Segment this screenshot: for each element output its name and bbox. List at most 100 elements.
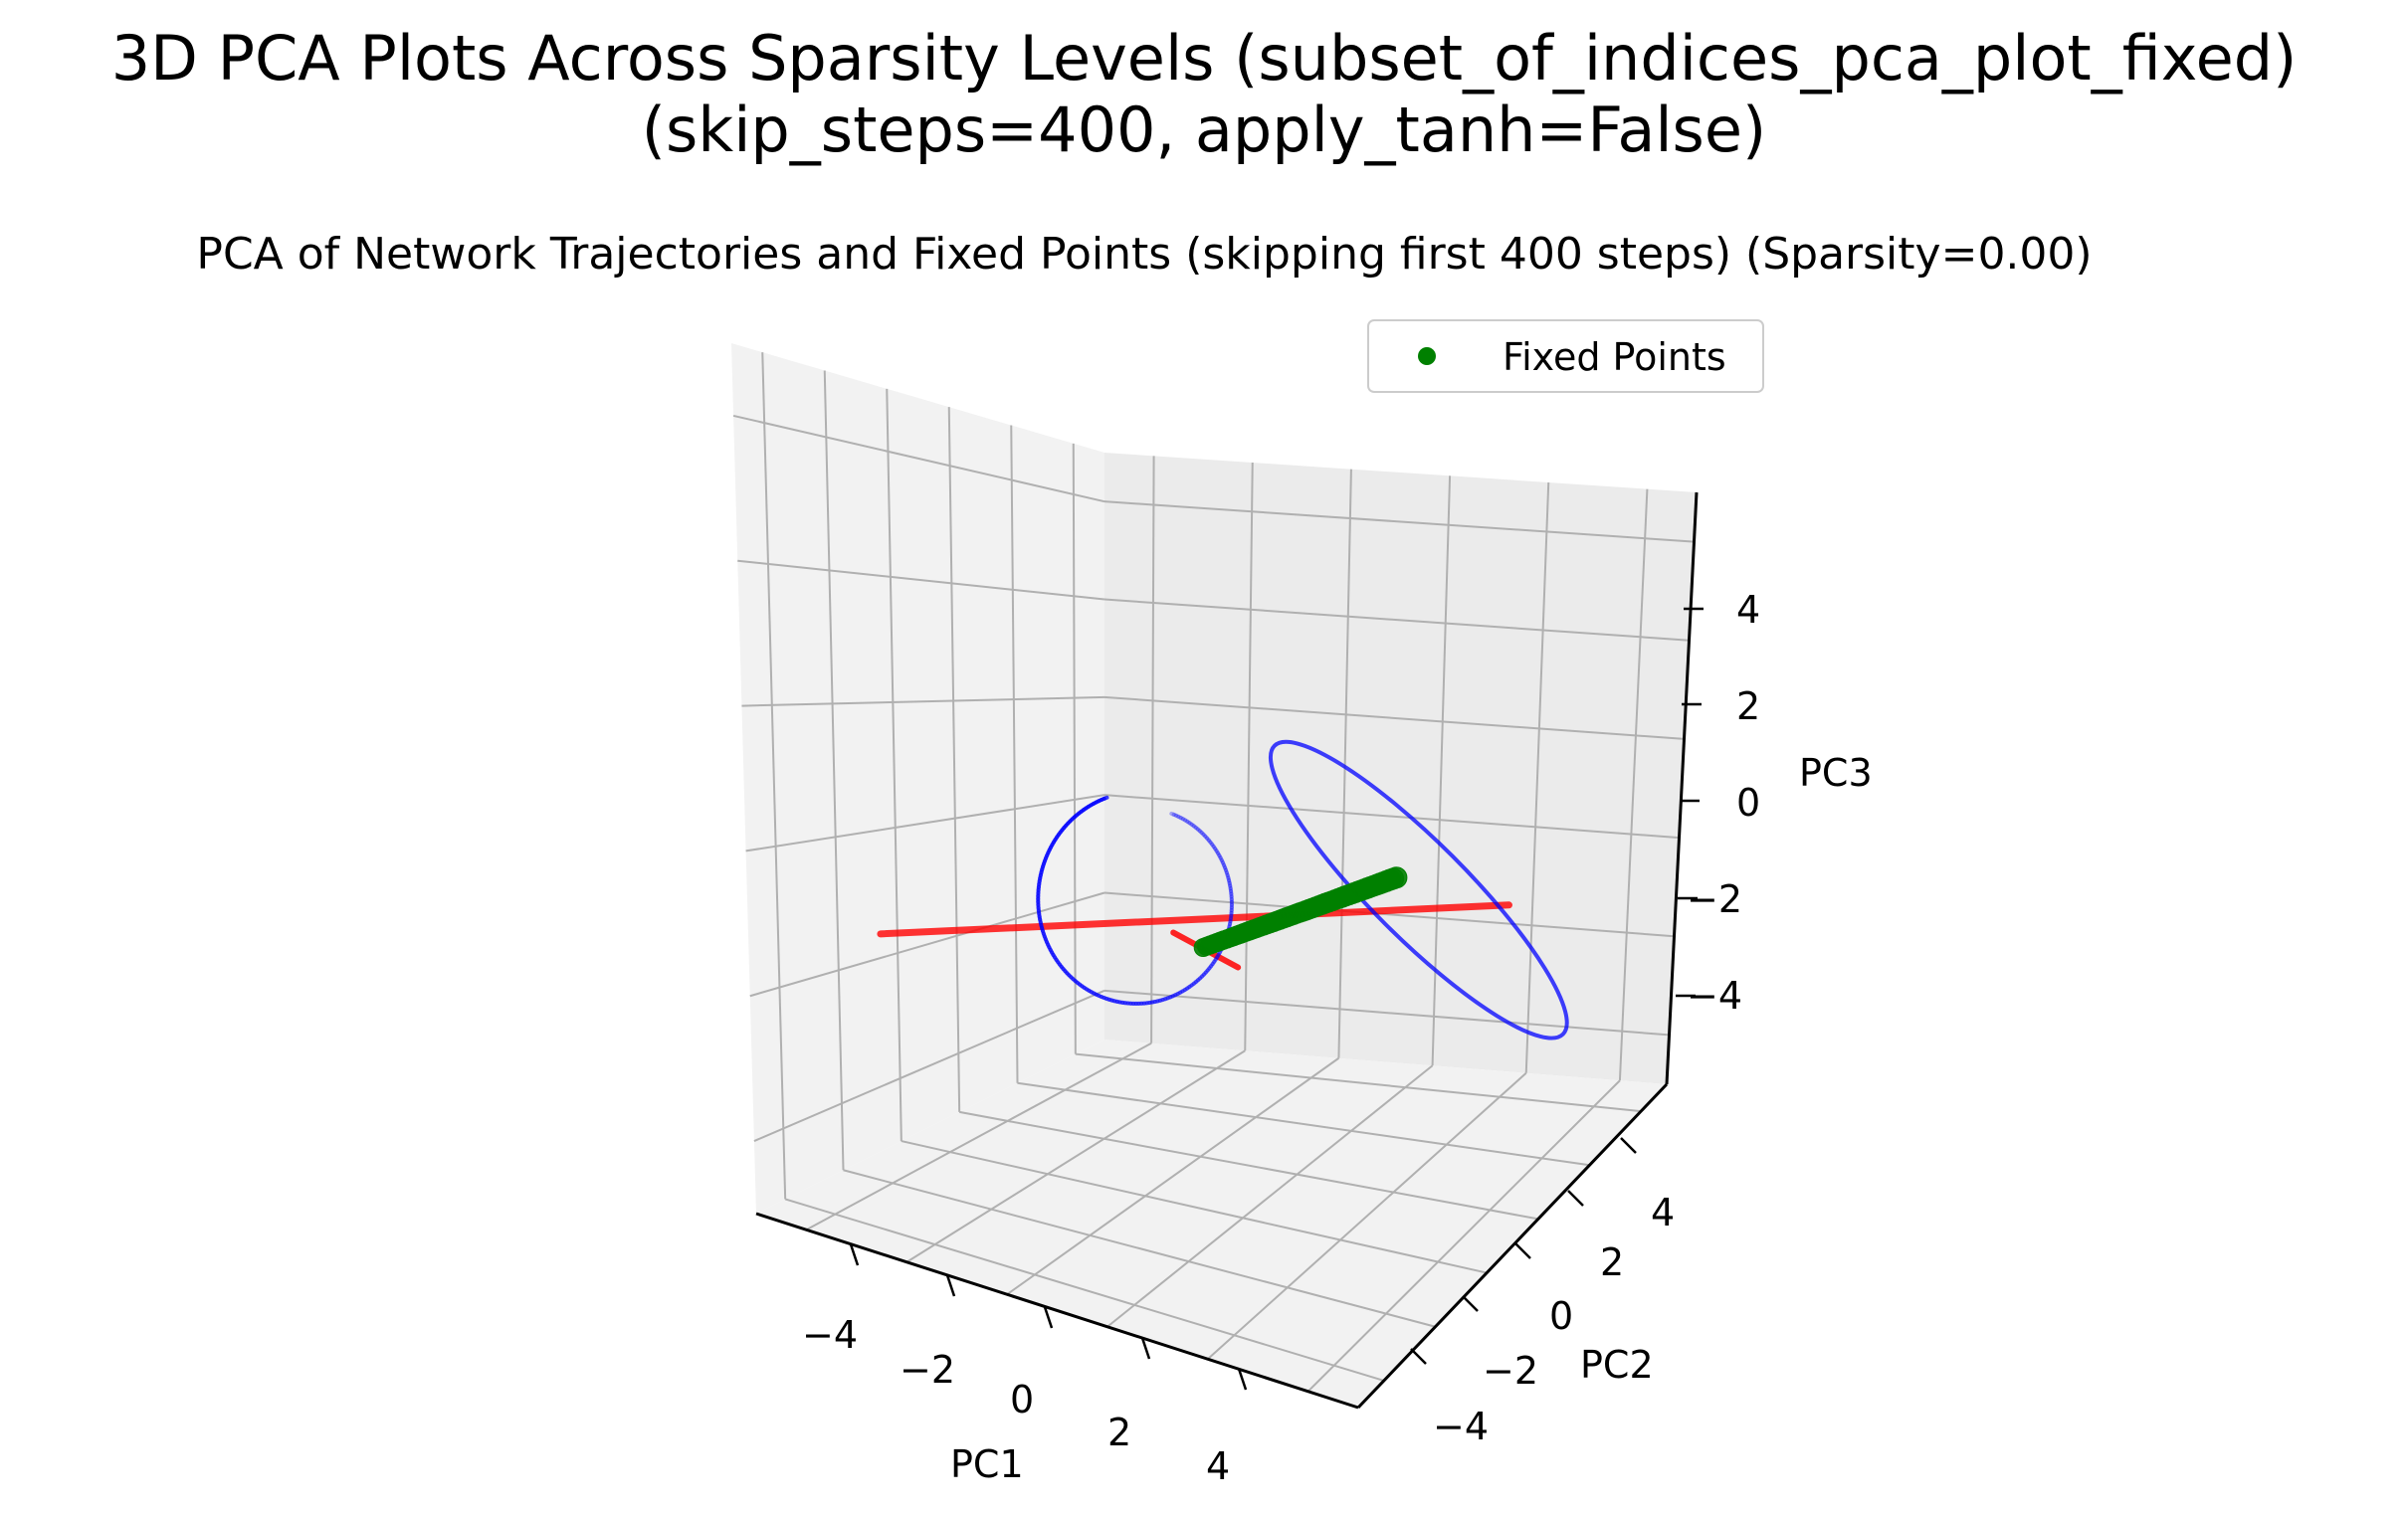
trajectory-spiral-segment <box>1224 870 1230 877</box>
trajectory-spiral-segment <box>1213 847 1219 853</box>
grid-line <box>1104 989 1670 1037</box>
pane-floor <box>756 1040 1667 1408</box>
y-tick <box>1620 1137 1637 1154</box>
trajectory-spiral-segment <box>1222 862 1228 870</box>
pane-back <box>1104 453 1697 1084</box>
trajectory-spiral-segment <box>1215 952 1221 960</box>
trajectory-spiral-segment <box>1189 981 1196 988</box>
y-ticks: −4 −2 0 2 4 <box>1410 1137 1675 1448</box>
grid-line <box>958 1110 1539 1221</box>
trajectory-spiral-segment <box>1203 834 1210 841</box>
y-tick <box>1567 1190 1584 1207</box>
grid-line <box>1075 1052 1642 1113</box>
y-tick <box>1462 1295 1479 1312</box>
grid-line <box>749 891 1105 998</box>
trajectory-spiral-segment <box>1189 822 1196 829</box>
figure-suptitle-line2: (skip_steps=400, apply_tanh=False) <box>642 94 1766 166</box>
trajectory-spiral-segment <box>1180 988 1187 994</box>
trajectory-spiral-segment <box>1173 992 1180 998</box>
trajectory-spiral-segment <box>1205 836 1211 843</box>
pane-group <box>731 343 1697 1408</box>
trajectory-spiral-segment <box>1211 844 1218 852</box>
grid-line <box>1337 469 1352 1058</box>
y-tick-label: −4 <box>1433 1405 1489 1448</box>
trajectory-spiral-segment <box>1210 959 1217 967</box>
legend-frame <box>1367 319 1764 393</box>
y-tick <box>1410 1348 1427 1365</box>
trajectory-spiral-segment <box>1209 962 1215 969</box>
grid-line <box>1104 891 1675 938</box>
trajectory-spiral-segment <box>1199 831 1206 837</box>
axes-title: PCA of Network Trajectories and Fixed Po… <box>196 229 2092 280</box>
x-tick-label: −2 <box>900 1348 955 1392</box>
trajectory-spiral-segment <box>1223 865 1228 872</box>
grid-line <box>1017 1081 1590 1167</box>
x-tick <box>1140 1337 1151 1360</box>
grid-line <box>823 370 845 1171</box>
grid-line <box>753 989 1105 1143</box>
trajectory-spiral-segment <box>1217 853 1223 860</box>
z-tick-label: −2 <box>1687 877 1742 921</box>
trajectory-spiral-segment <box>1176 814 1183 821</box>
y-axis-label: PC2 <box>1580 1343 1654 1387</box>
grid-line <box>1431 475 1452 1066</box>
trajectory-spiral-segment <box>1183 818 1190 824</box>
grid-line <box>901 1140 1488 1274</box>
trajectory-spiral-segment <box>1196 976 1203 983</box>
z-tick-label: 0 <box>1736 781 1760 825</box>
trajectory-spiral-segment <box>1193 825 1200 832</box>
trajectory-spiral-segment <box>1178 989 1185 995</box>
grid-line <box>1106 1064 1434 1328</box>
legend: Fixed Points <box>1367 319 1764 393</box>
trajectory-spiral-segment <box>1214 849 1221 855</box>
trajectory-spiral-segment <box>1180 817 1188 823</box>
grid-line <box>805 1042 1152 1231</box>
trajectory-spiral-segment <box>1200 972 1206 979</box>
x-tick <box>945 1274 956 1297</box>
grid-line <box>1524 481 1550 1073</box>
x-tick <box>849 1243 860 1266</box>
figure-suptitle-line1: 3D PCA Plots Across Sparsity Levels (sub… <box>111 22 2298 95</box>
grid-line <box>1006 1056 1339 1296</box>
pane-left <box>731 343 1104 1214</box>
trajectory-spiral-segment <box>1207 964 1214 971</box>
y-axis-line <box>1356 1082 1669 1410</box>
trajectory-spiral-segment <box>1227 878 1232 885</box>
y-tick-label: 0 <box>1549 1294 1573 1338</box>
x-tick-label: 0 <box>1010 1378 1034 1421</box>
unstable-direction-line <box>877 901 1512 938</box>
grid-line <box>761 352 787 1200</box>
grid-line <box>1244 462 1254 1051</box>
trajectory-spiral-segment <box>1216 950 1222 957</box>
y-tick-label: 4 <box>1651 1191 1675 1234</box>
legend-label-fixed-points: Fixed Points <box>1503 335 1726 379</box>
trajectory-spiral-segment <box>1219 857 1225 865</box>
z-tick-label: 2 <box>1736 684 1760 728</box>
z-tick-label: −4 <box>1687 974 1742 1018</box>
grid-line <box>737 559 1105 601</box>
trajectory-spiral-segment <box>1210 842 1216 849</box>
z-axis-label: PC3 <box>1799 751 1873 795</box>
trajectory-spiral-segment <box>1185 819 1192 826</box>
trajectory-spiral-segment <box>1175 990 1183 997</box>
grid-line <box>843 1169 1436 1328</box>
trajectory-spiral-segment <box>1191 824 1198 830</box>
trajectory-spiral-segment <box>1169 811 1176 817</box>
trajectory-spiral-segment <box>1208 840 1215 847</box>
grid-line <box>905 1049 1246 1263</box>
trajectory-spiral-segment <box>1178 816 1185 822</box>
y-tick <box>1514 1242 1531 1259</box>
trajectory-spiral-segment <box>1198 974 1205 981</box>
grid-line <box>1207 1072 1527 1360</box>
trajectory-spiral-segment <box>1201 970 1208 977</box>
trajectory-spiral-segment <box>1201 832 1208 839</box>
trajectory-spiral-segment <box>1225 872 1231 880</box>
trajectory-spiral-segment <box>1102 795 1109 801</box>
grid-line <box>1104 598 1690 642</box>
grid-line <box>947 407 961 1112</box>
grid-line <box>1150 456 1155 1043</box>
x-ticks: −4 −2 0 2 4 <box>802 1243 1248 1488</box>
plot-layer <box>877 739 1569 1041</box>
y-tick-label: −2 <box>1483 1349 1538 1393</box>
y-tick-label: 2 <box>1600 1240 1624 1284</box>
